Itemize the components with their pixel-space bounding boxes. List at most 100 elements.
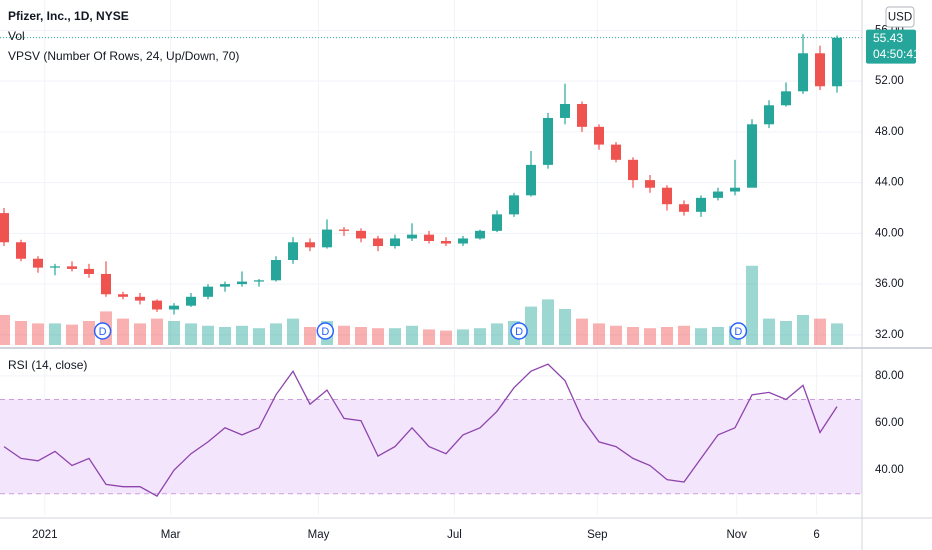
y-tick-label: 48.00 xyxy=(875,126,904,138)
candle-body xyxy=(185,296,196,306)
volume-bar xyxy=(116,318,129,345)
candle-body xyxy=(407,234,418,239)
candle-body xyxy=(390,238,401,247)
volume-bar xyxy=(355,327,368,345)
volume-bar xyxy=(14,321,27,345)
volume-bar xyxy=(763,318,776,345)
candle-body xyxy=(202,286,213,297)
y-tick-label: 44.00 xyxy=(875,177,904,189)
volume-bar xyxy=(831,323,844,345)
volume-bar xyxy=(287,318,300,345)
volume-bar xyxy=(201,325,214,345)
dividend-label: D xyxy=(515,326,523,338)
volume-bar xyxy=(797,315,810,345)
candle-body xyxy=(781,91,792,106)
y-tick-label: 32.00 xyxy=(875,329,904,341)
volume-bar xyxy=(474,328,487,345)
candle-body xyxy=(15,242,26,259)
candle-body xyxy=(322,229,333,248)
candle-body xyxy=(424,234,435,241)
volume-bar xyxy=(167,321,180,345)
y-tick-label: 40.00 xyxy=(875,464,904,476)
x-tick-label: 6 xyxy=(813,529,819,541)
y-tick-label: 40.00 xyxy=(875,227,904,239)
candle-body xyxy=(0,213,9,243)
volume-bar xyxy=(48,323,61,345)
volume-bar xyxy=(338,325,351,345)
candle-body xyxy=(577,104,588,127)
x-tick-label: May xyxy=(308,529,330,541)
volume-bar xyxy=(457,329,470,345)
candle-body xyxy=(458,238,469,244)
x-tick-label: Mar xyxy=(161,529,181,541)
volume-bar xyxy=(218,327,231,345)
candle-body xyxy=(253,280,264,282)
dividend-marker xyxy=(316,322,335,340)
volume-bar xyxy=(814,318,827,345)
volume-bar xyxy=(372,328,385,345)
y-tick-label: 80.00 xyxy=(875,370,904,382)
x-tick-label: 2021 xyxy=(32,529,58,541)
candle-body xyxy=(236,281,247,285)
volume-bar xyxy=(184,323,197,345)
volume-bar xyxy=(269,323,282,345)
rsi-band xyxy=(0,399,862,494)
y-tick-label: 36.00 xyxy=(875,278,904,290)
candle-body xyxy=(288,242,299,261)
candle-body xyxy=(168,305,179,310)
candle-body xyxy=(373,238,384,247)
candle-body xyxy=(713,191,724,198)
volume-bar xyxy=(252,328,265,345)
dividend-marker xyxy=(93,322,112,340)
volume-bar xyxy=(576,318,589,345)
candle-body xyxy=(339,229,350,231)
candle-body xyxy=(696,197,707,212)
candle-body xyxy=(305,242,316,248)
candle-body xyxy=(475,230,486,239)
indicator-label: Vol xyxy=(8,29,25,43)
candle-body xyxy=(611,144,622,160)
last-price-label: 55.43 xyxy=(873,31,903,45)
y-tick-label: 52.00 xyxy=(875,75,904,87)
volume-bar xyxy=(712,327,725,345)
candle-body xyxy=(543,117,554,165)
candle-body xyxy=(628,159,639,181)
candle-body xyxy=(492,214,503,231)
candle-body xyxy=(270,260,281,281)
candle-body xyxy=(100,273,111,295)
candle-body xyxy=(151,300,162,310)
rsi-line xyxy=(3,363,838,497)
volume-bar xyxy=(593,323,606,345)
candle-body xyxy=(219,284,230,287)
x-tick-label: Nov xyxy=(726,529,747,541)
x-tick-label: Sep xyxy=(587,529,607,541)
x-tick-label: Jul xyxy=(447,529,462,541)
candle-body xyxy=(356,230,367,239)
volume-bar xyxy=(31,323,44,345)
volume-bar xyxy=(65,324,78,345)
candle-body xyxy=(832,37,843,87)
volume-bar xyxy=(440,330,453,345)
currency-box[interactable] xyxy=(885,6,915,28)
candle-body xyxy=(49,266,60,268)
volume-bar xyxy=(678,325,691,345)
volume-bar xyxy=(304,327,317,345)
candle-body xyxy=(662,187,673,205)
candle-body xyxy=(747,124,758,188)
dividend-label: D xyxy=(99,326,107,338)
chart-title: Pfizer, Inc., 1D, NYSE xyxy=(8,9,129,23)
volume-bar xyxy=(559,309,572,345)
candle-body xyxy=(764,105,775,125)
dividend-marker xyxy=(729,322,748,340)
volume-bar xyxy=(525,306,538,345)
candle-body xyxy=(730,187,741,192)
volume-bar xyxy=(542,299,555,345)
rsi-title: RSI (14, close) xyxy=(8,358,87,372)
volume-bar xyxy=(780,321,793,345)
volume-bar xyxy=(82,321,95,345)
currency: USD xyxy=(888,12,912,24)
candle-body xyxy=(117,294,128,297)
y-tick-label: 60.00 xyxy=(875,417,904,429)
